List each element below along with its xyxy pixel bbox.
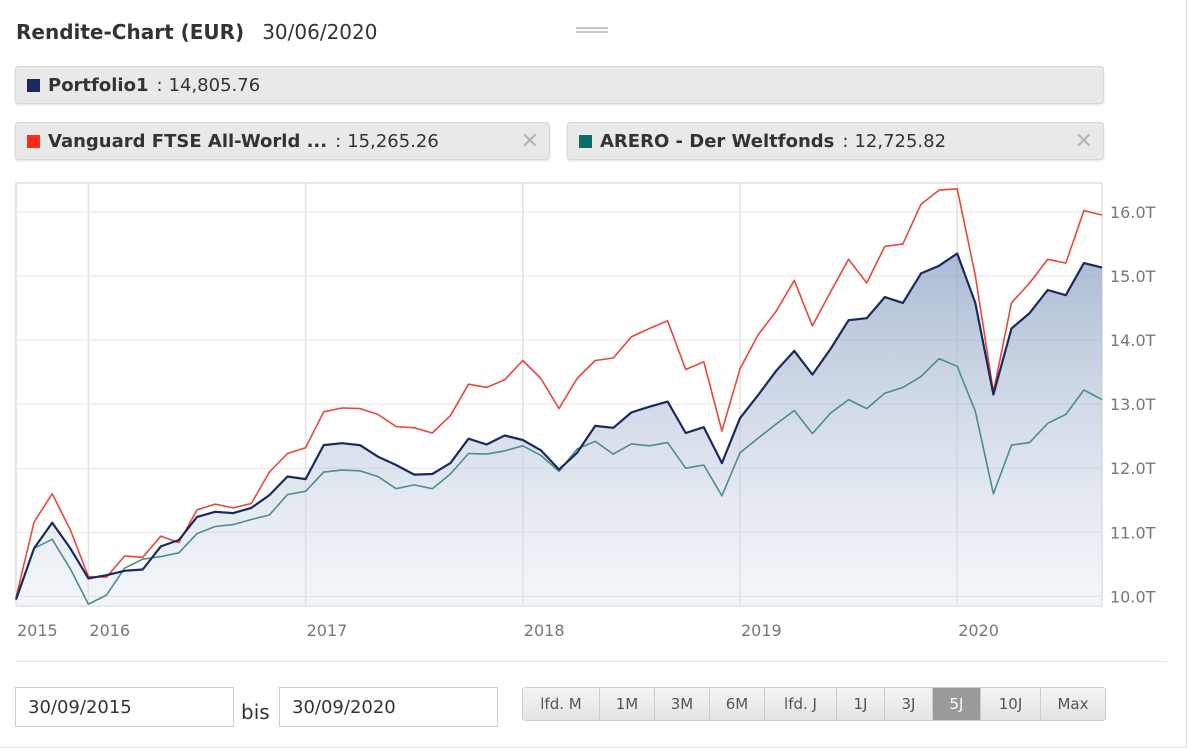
legend-swatch [27,134,40,148]
range-selector: lfd. M 1M 3M 6M lfd. J 1J 3J 5J 10J Max [522,687,1106,721]
y-tick-label: 11.0T [1110,523,1156,542]
y-tick-label: 12.0T [1110,459,1156,478]
legend-value: 14,805.76 [168,74,261,96]
legend-swatch [27,78,40,92]
legend-separator: : [156,74,163,96]
y-tick-label: 10.0T [1110,587,1156,606]
legend-arero[interactable]: ARERO - Der Weltfonds : 12,725.82 ✕ [567,122,1104,160]
range-button-3j[interactable]: 3J [885,688,933,720]
legend-swatch [579,134,592,148]
close-icon[interactable]: ✕ [1074,129,1093,154]
range-button-5j[interactable]: 5J [933,688,981,720]
legend-name: Portfolio1 [48,74,149,96]
x-tick-label: 2016 [89,621,130,640]
to-date-input[interactable] [279,687,498,727]
x-tick-label: 2015 [17,621,58,640]
x-tick-label: 2019 [741,621,782,640]
legend-name: ARERO - Der Weltfonds [600,130,835,152]
y-tick-label: 16.0T [1110,203,1156,222]
series-line-vanguard [15,187,1103,598]
x-tick-label: 2017 [307,621,348,640]
series-area-portfolio1 [16,253,1102,606]
chart-date: 30/06/2020 [262,20,378,44]
range-button-10j[interactable]: 10J [981,688,1041,720]
x-tick-label: 2018 [524,621,565,640]
range-button-6m[interactable]: 6M [710,688,765,720]
legend-vanguard[interactable]: Vanguard FTSE All-World ... : 15,265.26 … [15,122,550,160]
divider [15,661,1167,662]
range-button-lfd-j[interactable]: lfd. J [765,688,837,720]
drag-handle-icon[interactable] [576,27,608,37]
legend-name: Vanguard FTSE All-World ... [48,130,328,152]
chart-title: Rendite-Chart (EUR) [16,20,245,44]
legend-separator: : [335,130,342,152]
y-tick-label: 15.0T [1110,267,1156,286]
legend-portfolio1[interactable]: Portfolio1 : 14,805.76 [15,66,1104,104]
range-button-1m[interactable]: 1M [600,688,655,720]
range-button-max[interactable]: Max [1041,688,1105,720]
legend-value: 12,725.82 [854,130,947,152]
close-icon[interactable]: ✕ [520,129,539,154]
from-date-input[interactable] [15,687,234,727]
x-tick-label: 2020 [958,621,999,640]
line-chart[interactable]: 10.0T 11.0T 12.0T 13.0T 14.0T 15.0T 16.0T 2015 2… [0,170,1187,660]
y-tick-label: 14.0T [1110,331,1156,350]
legend-separator: : [842,130,849,152]
series-line-arero [15,357,1103,605]
to-label: bis [241,700,270,724]
range-button-1j[interactable]: 1J [837,688,885,720]
range-button-lfd-m[interactable]: lfd. M [523,688,600,720]
chart-header: Rendite-Chart (EUR) 30/06/2020 [16,20,377,50]
legend-value: 15,265.26 [347,130,439,152]
series-line-portfolio1 [14,252,1103,600]
y-tick-label: 13.0T [1110,395,1156,414]
range-button-3m[interactable]: 3M [655,688,710,720]
